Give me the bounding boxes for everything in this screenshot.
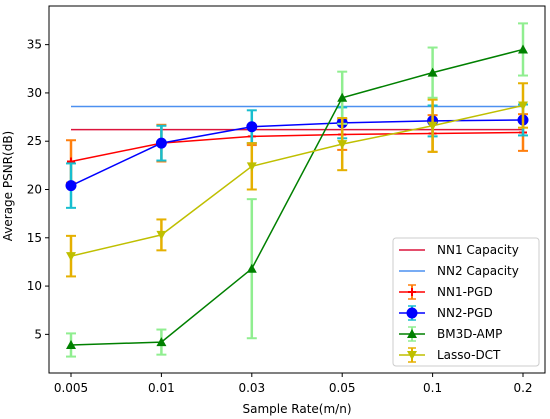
legend-bm3d-amp-marker — [407, 329, 417, 338]
bm3d-amp-line — [70, 48, 524, 346]
y-tick-label: 20 — [27, 183, 42, 197]
legend-label-lasso-dct: Lasso-DCT — [437, 348, 501, 362]
x-tick-label: 0.05 — [329, 381, 356, 395]
legend-label-nn2-pgd: NN2-PGD — [437, 306, 493, 320]
bm3d-amp-point — [156, 337, 167, 347]
nn2-pgd-line — [70, 119, 524, 187]
nn1-pgd-line — [70, 131, 524, 163]
nn2-pgd-point — [155, 137, 167, 149]
lasso-dct-point — [246, 162, 257, 172]
nn2-pgd-point — [65, 180, 77, 192]
y-tick-label: 10 — [27, 279, 42, 293]
legend: NN1 Capacity NN2 Capacity NN1-PGD NN2-PGD BM… — [392, 237, 540, 367]
lasso-dct-point — [337, 140, 348, 150]
bm3d-amp-point — [246, 263, 257, 273]
y-axis-label: Average PSNR(dB) — [1, 131, 15, 241]
lasso-dct-point — [66, 252, 76, 262]
y-tick-label: 5 — [34, 327, 42, 341]
x-tick-label: 0.005 — [54, 381, 88, 395]
bm3d-amp-point — [66, 339, 76, 349]
bm3d-amp-point — [337, 92, 348, 102]
bm3d-amp-point — [518, 44, 528, 54]
legend-nn1-pgd-marker — [408, 288, 416, 296]
bm3d-amp-point — [427, 67, 438, 77]
legend-label-bm3d-amp: BM3D-AMP — [437, 327, 502, 341]
lasso-dct-point — [427, 121, 438, 131]
lasso-dct-point — [518, 101, 528, 111]
legend-box — [392, 237, 540, 367]
y-tick-label: 15 — [27, 231, 42, 245]
legend-label-nn1-capacity: NN1 Capacity — [437, 243, 519, 257]
x-axis-label: Sample Rate(m/n) — [242, 402, 351, 416]
y-tick-label: 35 — [27, 38, 42, 52]
y-tick-label: 25 — [27, 134, 42, 148]
legend-nn2-pgd-marker — [406, 307, 418, 319]
x-tick-label: 0.2 — [513, 381, 532, 395]
lasso-dct-point — [156, 230, 167, 240]
legend-lasso-dct-marker — [407, 351, 417, 360]
nn2-pgd-point — [246, 121, 258, 133]
y-tick-label: 30 — [27, 86, 42, 100]
x-tick-label: 0.01 — [148, 381, 175, 395]
x-tick-label: 0.1 — [423, 381, 442, 395]
lasso-dct-line — [70, 104, 524, 257]
legend-label-nn1-pgd: NN1-PGD — [437, 285, 493, 299]
x-tick-label: 0.03 — [238, 381, 265, 395]
legend-label-nn2-capacity: NN2 Capacity — [437, 264, 519, 278]
plot-area: 5 10 15 20 25 30 35 0.005 0.01 0.03 0.05 0.1 0.2 — [27, 5, 546, 395]
